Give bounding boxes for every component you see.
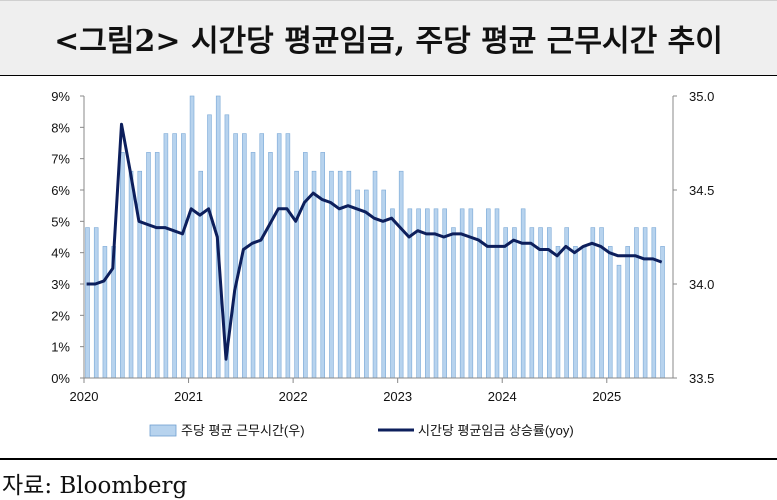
bar bbox=[398, 170, 404, 379]
bar bbox=[520, 208, 526, 379]
legend-line-label: 시간당 평균임금 상승률(yoy) bbox=[418, 423, 574, 438]
bar bbox=[512, 227, 517, 379]
bar bbox=[642, 227, 648, 379]
bar bbox=[573, 246, 578, 379]
y-right-tick-label: 35.0 bbox=[689, 89, 714, 104]
bar bbox=[346, 170, 352, 379]
bar bbox=[207, 114, 212, 379]
x-tick-label: 2022 bbox=[279, 389, 308, 404]
y-left-tick-label: 3% bbox=[51, 277, 70, 292]
bar bbox=[599, 227, 604, 379]
bar bbox=[268, 152, 273, 379]
x-tick-label: 2025 bbox=[592, 389, 621, 404]
bar bbox=[337, 170, 343, 379]
bar bbox=[608, 246, 613, 379]
bar bbox=[120, 152, 125, 379]
bar bbox=[564, 227, 569, 379]
bar bbox=[477, 227, 482, 379]
bar bbox=[416, 208, 421, 379]
bar bbox=[311, 170, 317, 379]
bar bbox=[651, 227, 657, 379]
bar-series bbox=[85, 95, 665, 379]
wage-growth-line bbox=[86, 122, 663, 361]
y-right-tick-label: 34.5 bbox=[689, 183, 714, 198]
bar bbox=[154, 152, 160, 379]
bar bbox=[355, 189, 360, 379]
bar bbox=[259, 133, 265, 379]
bar bbox=[172, 133, 177, 379]
bar bbox=[590, 227, 596, 379]
bar bbox=[294, 170, 299, 379]
bar bbox=[390, 208, 395, 379]
bar bbox=[372, 170, 378, 379]
chart: 0% 1% 2% 3% 4% 5% 6% 7% 8% 9% 33.5 34.0 34.5 35.0 20… bbox=[51, 89, 714, 438]
bar bbox=[555, 246, 561, 379]
y-left-tick-label: 4% bbox=[51, 246, 70, 261]
x-tick-label: 2021 bbox=[174, 389, 203, 404]
bar bbox=[163, 133, 169, 379]
page-title: <그림2> 시간당 평균임금, 주당 평균 근무시간 추이 bbox=[54, 24, 723, 59]
right-axis-ticks: 33.5 34.0 34.5 35.0 bbox=[673, 89, 714, 386]
bar bbox=[634, 227, 639, 379]
y-right-tick-label: 34.0 bbox=[689, 277, 714, 292]
bar bbox=[102, 246, 108, 379]
x-axis-ticks: 2020 2021 2022 2023 2024 2025 bbox=[70, 378, 621, 404]
bar bbox=[451, 227, 456, 379]
bar bbox=[529, 227, 535, 379]
x-tick-label: 2023 bbox=[383, 389, 412, 404]
bar bbox=[276, 133, 282, 379]
bar bbox=[128, 170, 134, 379]
y-left-tick-label: 5% bbox=[51, 214, 70, 229]
bar bbox=[181, 133, 186, 379]
y-right-tick-label: 33.5 bbox=[689, 371, 714, 386]
source-divider bbox=[0, 458, 777, 460]
bar bbox=[616, 264, 622, 379]
title-bar: <그림2> 시간당 평균임금, 주당 평균 근무시간 추이 bbox=[0, 0, 777, 76]
bar bbox=[381, 189, 386, 379]
bar bbox=[285, 133, 291, 379]
y-left-tick-label: 7% bbox=[51, 152, 70, 167]
bar bbox=[250, 152, 256, 379]
legend-bar-swatch bbox=[149, 424, 177, 437]
bar bbox=[625, 246, 630, 379]
bar bbox=[85, 227, 90, 379]
bar bbox=[146, 152, 151, 379]
y-left-tick-label: 2% bbox=[51, 308, 70, 323]
left-axis-ticks: 0% 1% 2% 3% 4% 5% 6% 7% 8% 9% bbox=[51, 89, 84, 386]
bar bbox=[486, 208, 491, 379]
bar bbox=[660, 246, 665, 379]
bar bbox=[364, 189, 369, 379]
bar bbox=[494, 208, 500, 379]
y-left-tick-label: 9% bbox=[51, 89, 70, 104]
bar bbox=[581, 246, 587, 379]
y-left-tick-label: 8% bbox=[51, 120, 70, 135]
legend: 주당 평균 근무시간(우) 시간당 평균임금 상승률(yoy) bbox=[149, 423, 574, 438]
x-tick-label: 2020 bbox=[70, 389, 99, 404]
bar bbox=[320, 152, 325, 379]
source-text: 자료: Bloomberg bbox=[2, 473, 188, 499]
x-tick-label: 2024 bbox=[488, 389, 517, 404]
bar bbox=[137, 170, 143, 379]
y-left-tick-label: 1% bbox=[51, 340, 70, 355]
bar bbox=[503, 227, 508, 379]
bar bbox=[189, 95, 195, 379]
legend-bar-label: 주당 평균 근무시간(우) bbox=[181, 423, 305, 438]
bar bbox=[303, 152, 308, 379]
y-left-tick-label: 0% bbox=[51, 371, 70, 386]
bar bbox=[93, 227, 99, 379]
bar bbox=[468, 208, 474, 379]
y-left-tick-label: 6% bbox=[51, 183, 70, 198]
bar bbox=[198, 170, 204, 379]
bar bbox=[442, 208, 447, 379]
bar bbox=[233, 133, 238, 379]
